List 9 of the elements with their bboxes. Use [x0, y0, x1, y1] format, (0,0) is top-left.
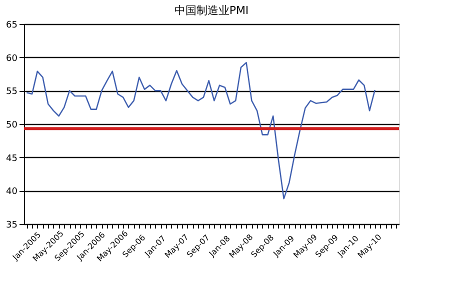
y-tick-label: 50 [6, 120, 18, 130]
y-tick-label: 60 [6, 54, 18, 64]
y-tick-label: 40 [6, 187, 18, 198]
line-series [26, 62, 376, 200]
chart-title: 中国制造业PMI [174, 4, 249, 17]
y-tick-label: 35 [6, 220, 18, 230]
y-tick-label: 45 [6, 154, 18, 164]
y-tick-label: 55 [6, 87, 18, 98]
y-tick-label: 65 [6, 20, 18, 30]
